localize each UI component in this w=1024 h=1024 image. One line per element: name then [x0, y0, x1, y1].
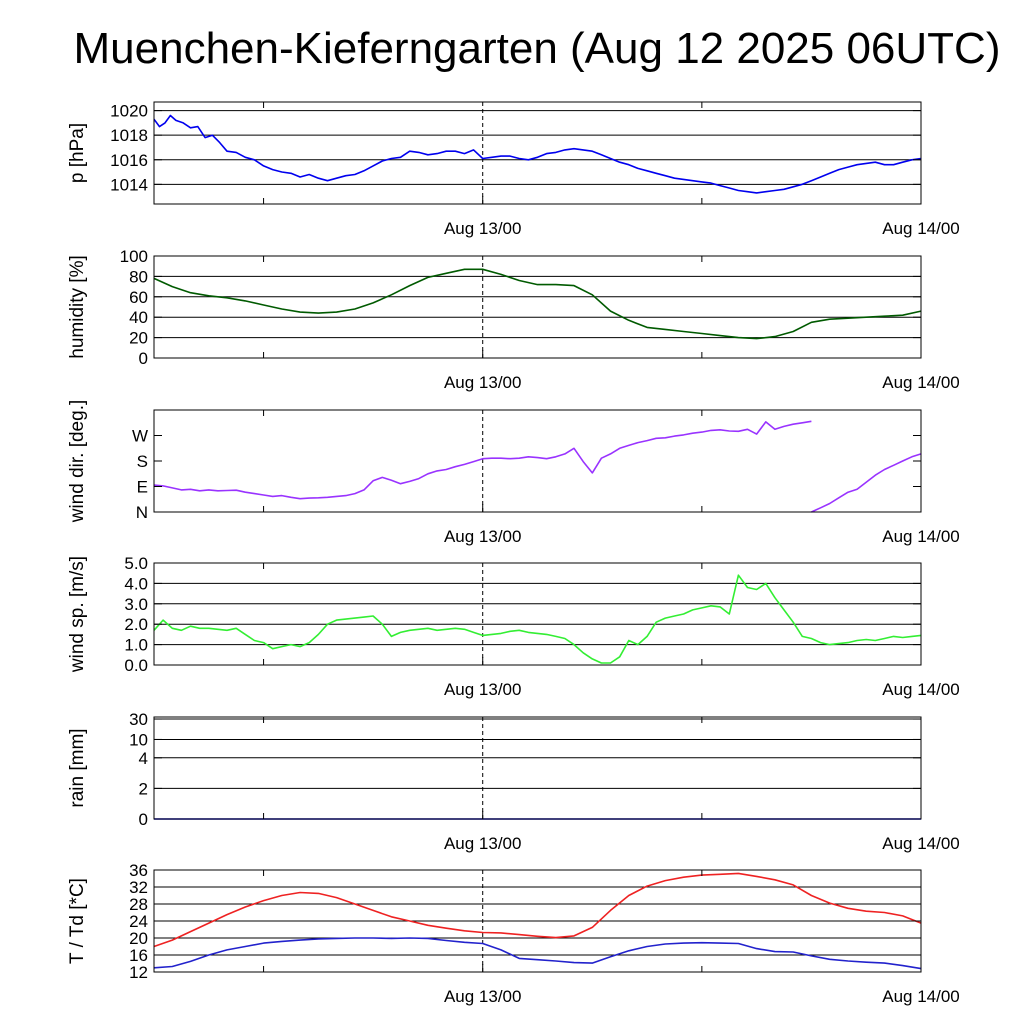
humidity-xtick-label: Aug 14/00: [882, 373, 960, 392]
rain-xtick-label: Aug 14/00: [882, 834, 960, 853]
humidity-ytick-label: 40: [129, 308, 148, 327]
wind_direction-xtick-label: Aug 13/00: [444, 527, 522, 546]
wind_direction-plot-frame: [153, 409, 922, 513]
wind_speed-xtick-label: Aug 13/00: [444, 680, 522, 699]
rain-ytick-label: 2: [139, 779, 148, 798]
rain-ytick-label: 30: [129, 710, 148, 729]
temperature-ytick-label: 24: [129, 912, 148, 931]
temperature-series-line: [153, 872, 922, 948]
pressure-xtick-label: Aug 13/00: [444, 219, 522, 238]
wind_speed-xtick-label: Aug 14/00: [882, 680, 960, 699]
temperature-ytick-label: 16: [129, 946, 148, 965]
wind_direction-ytick-label: E: [137, 478, 148, 497]
wind_speed-ytick-label: 4.0: [124, 574, 148, 593]
temperature-ytick-label: 36: [129, 861, 148, 880]
wind_speed-plot-frame: [153, 562, 922, 666]
wind_direction-series-line: [153, 420, 812, 500]
wind_speed-ylabel: wind sp. [m/s]: [67, 556, 88, 673]
pressure-plot-frame: [153, 101, 922, 205]
pressure-ytick-label: 1018: [110, 126, 148, 145]
temperature-xtick-label: Aug 13/00: [444, 987, 522, 1006]
rain-ytick-label: 4: [139, 749, 148, 768]
rain-ytick-label: 0: [139, 810, 148, 829]
temperature-ytick-label: 20: [129, 929, 148, 948]
humidity-ytick-label: 100: [120, 247, 148, 266]
wind_direction-ytick-label: W: [132, 427, 148, 446]
rain-plot-frame: [153, 716, 922, 820]
pressure-ytick-label: 1016: [110, 151, 148, 170]
wind_direction-ytick-label: N: [136, 503, 148, 522]
humidity-series-line: [153, 268, 922, 340]
wind_speed-ytick-label: 3.0: [124, 595, 148, 614]
chart-title: Muenchen-Kieferngarten (Aug 12 2025 06UT…: [73, 24, 1001, 73]
wind_speed-ytick-label: 0.0: [124, 656, 148, 675]
pressure-ytick-label: 1014: [110, 175, 148, 194]
wind_direction-series-line: [811, 453, 922, 513]
humidity-xtick-label: Aug 13/00: [444, 373, 522, 392]
temperature-ytick-label: 32: [129, 878, 148, 897]
temperature-ytick-label: 28: [129, 895, 148, 914]
pressure-ytick-label: 1020: [110, 102, 148, 121]
wind_speed-ytick-label: 1.0: [124, 636, 148, 655]
humidity-ytick-label: 60: [129, 288, 148, 307]
wind_speed-ytick-label: 5.0: [124, 554, 148, 573]
temperature-ytick-label: 12: [129, 963, 148, 982]
temperature-series-line: [153, 937, 922, 970]
humidity-ylabel: humidity [%]: [67, 255, 88, 358]
humidity-ytick-label: 80: [129, 267, 148, 286]
pressure-xtick-label: Aug 14/00: [882, 219, 960, 238]
pressure-series-line: [153, 114, 922, 194]
rain-ytick-label: 10: [129, 730, 148, 749]
rain-xtick-label: Aug 13/00: [444, 834, 522, 853]
pressure-ylabel: p [hPa]: [67, 123, 88, 183]
wind_speed-ytick-label: 2.0: [124, 615, 148, 634]
wind_direction-ylabel: wind dir. [deg.]: [67, 400, 88, 524]
rain-ylabel: rain [mm]: [67, 728, 88, 807]
humidity-ytick-label: 20: [129, 329, 148, 348]
wind_direction-xtick-label: Aug 14/00: [882, 527, 960, 546]
temperature-xtick-label: Aug 14/00: [882, 987, 960, 1006]
temperature-ylabel: T / Td [*C]: [67, 878, 88, 964]
wind_speed-series-line: [153, 574, 922, 664]
humidity-plot-frame: [153, 255, 922, 359]
humidity-ytick-label: 0: [139, 349, 148, 368]
wind_direction-ytick-label: S: [137, 452, 148, 471]
